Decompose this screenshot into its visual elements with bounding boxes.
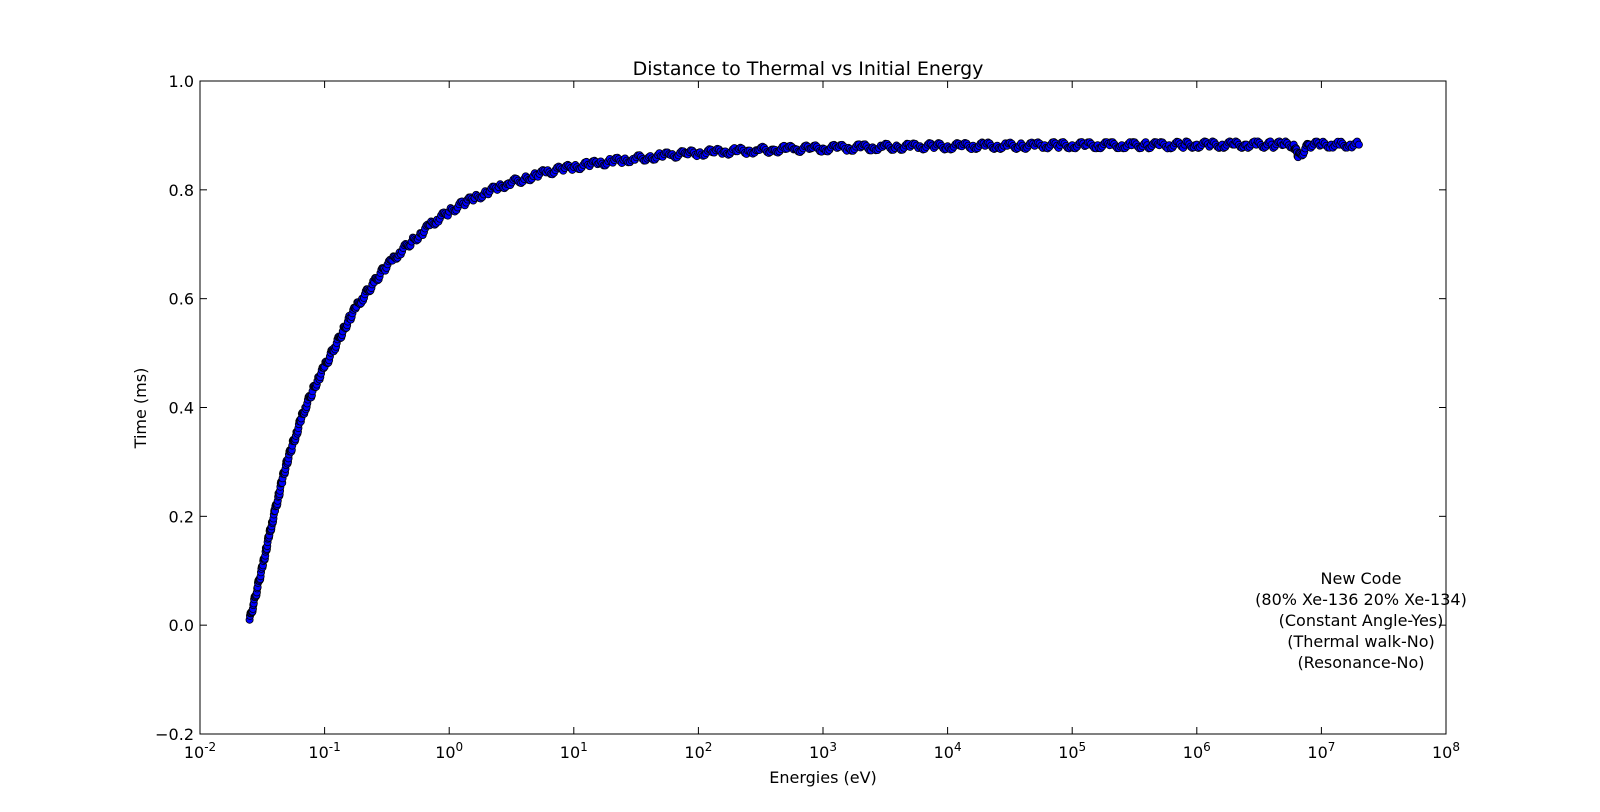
x-tick-label: 10-2 <box>184 740 216 762</box>
y-tick-label: 0.2 <box>169 507 194 526</box>
y-axis-ticks: −0.2 0.0 0.2 0.4 0.6 0.8 1.0 <box>155 72 1446 744</box>
x-axis-label: Energies (eV) <box>769 768 877 787</box>
x-tick-label: 103 <box>809 740 837 762</box>
y-tick-label: 1.0 <box>169 72 194 91</box>
x-tick-label: 108 <box>1432 740 1460 762</box>
y-tick-label: 0.6 <box>169 290 194 309</box>
data-points <box>245 137 1363 624</box>
x-tick-label: 100 <box>435 740 463 762</box>
annotation-line: (80% Xe-136 20% Xe-134) <box>1255 590 1467 609</box>
data-point <box>1354 140 1363 149</box>
x-tick-label: 101 <box>560 740 588 762</box>
y-axis-label: Time (ms) <box>131 368 150 450</box>
y-tick-label: 0.0 <box>169 616 194 635</box>
x-tick-label: 104 <box>934 740 962 762</box>
x-tick-label: 102 <box>684 740 712 762</box>
annotation-line: New Code <box>1321 569 1402 588</box>
annotation-block: New Code (80% Xe-136 20% Xe-134) (Constant… <box>1255 569 1467 672</box>
y-tick-label: 0.4 <box>169 399 194 418</box>
x-tick-label: 105 <box>1058 740 1086 762</box>
annotation-line: (Constant Angle-Yes) <box>1279 611 1444 630</box>
annotation-line: (Thermal walk-No) <box>1287 632 1435 651</box>
x-axis-ticks: 10-2 10-1 100 101 102 103 104 105 106 107 108 <box>184 81 1460 762</box>
x-tick-label: 106 <box>1183 740 1211 762</box>
plot-frame <box>199 80 1447 735</box>
x-tick-label: 107 <box>1307 740 1335 762</box>
chart-title: Distance to Thermal vs Initial Energy <box>633 58 984 80</box>
y-tick-label: −0.2 <box>155 725 194 744</box>
x-tick-label: 10-1 <box>308 740 340 762</box>
y-tick-label: 0.8 <box>169 181 194 200</box>
annotation-line: (Resonance-No) <box>1297 653 1424 672</box>
